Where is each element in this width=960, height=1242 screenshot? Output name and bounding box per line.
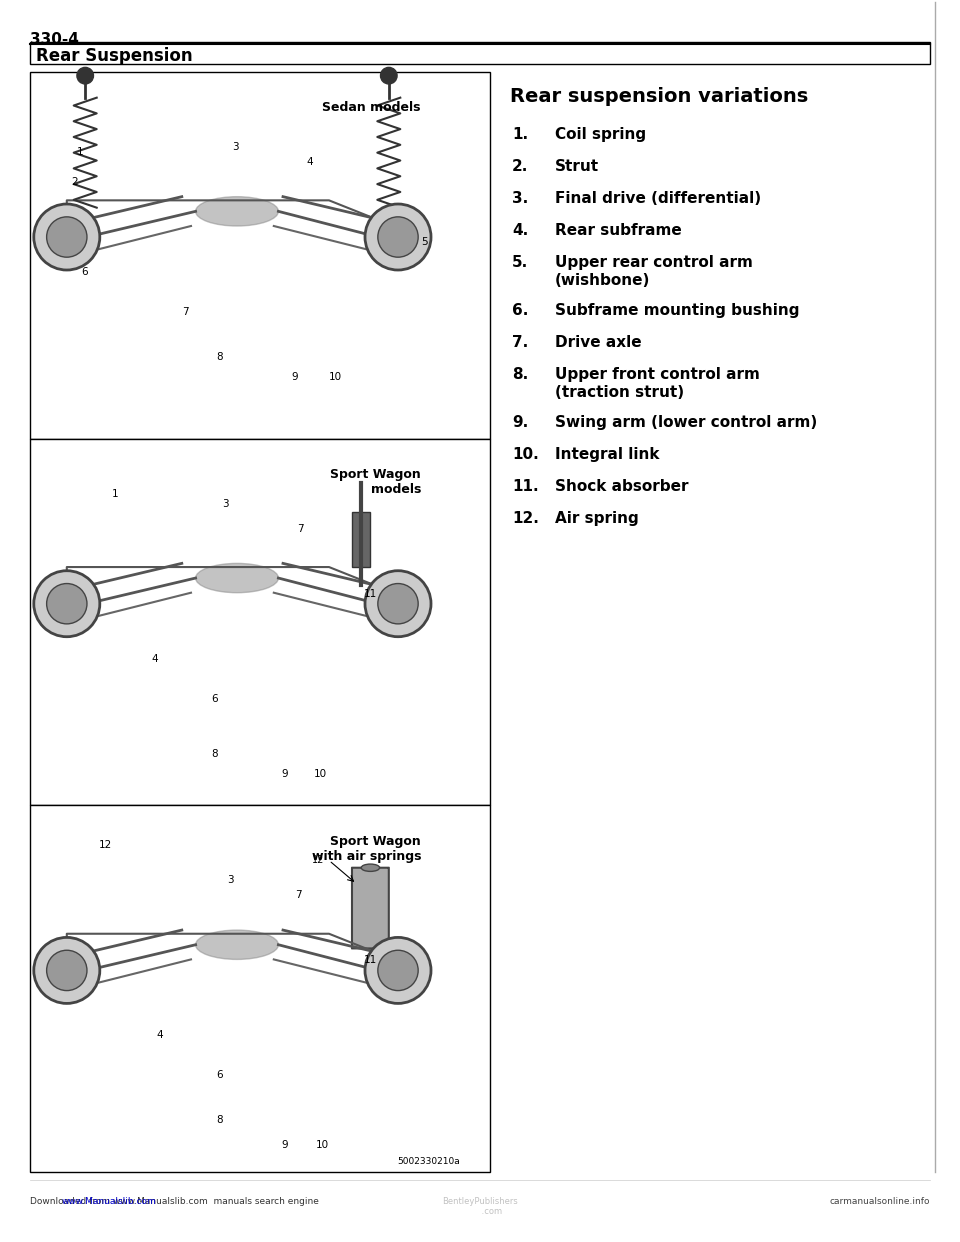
Text: 4: 4 bbox=[156, 1031, 163, 1041]
Circle shape bbox=[365, 938, 431, 1004]
Circle shape bbox=[34, 938, 100, 1004]
Text: Integral link: Integral link bbox=[555, 447, 660, 462]
Text: 11.: 11. bbox=[512, 479, 539, 494]
Text: 5: 5 bbox=[412, 965, 419, 975]
Text: Sedan models: Sedan models bbox=[323, 102, 421, 114]
Text: Strut: Strut bbox=[555, 159, 599, 174]
Text: carmanualsonline.info: carmanualsonline.info bbox=[829, 1197, 930, 1206]
Text: Rear suspension variations: Rear suspension variations bbox=[510, 87, 808, 106]
Text: www.Manualslib.com: www.Manualslib.com bbox=[62, 1197, 156, 1206]
Bar bbox=[30, 438, 490, 805]
Text: 10: 10 bbox=[328, 373, 342, 383]
Circle shape bbox=[34, 571, 100, 637]
Text: 11: 11 bbox=[364, 955, 376, 965]
Text: 12: 12 bbox=[98, 841, 111, 851]
Circle shape bbox=[365, 571, 431, 637]
Text: Subframe mounting bushing: Subframe mounting bushing bbox=[555, 303, 800, 318]
Text: 7: 7 bbox=[181, 307, 188, 317]
Text: BentleyPublishers
         .com: BentleyPublishers .com bbox=[443, 1197, 517, 1216]
Text: Swing arm (lower control arm): Swing arm (lower control arm) bbox=[555, 415, 817, 430]
Text: 4.: 4. bbox=[512, 224, 528, 238]
Ellipse shape bbox=[361, 864, 379, 872]
Circle shape bbox=[378, 950, 419, 991]
Text: 5002330210a: 5002330210a bbox=[397, 1158, 460, 1166]
Text: 6: 6 bbox=[217, 1071, 224, 1081]
Text: 3.: 3. bbox=[512, 191, 528, 206]
Text: 7.: 7. bbox=[512, 335, 528, 350]
Text: 7: 7 bbox=[295, 891, 301, 900]
Bar bbox=[30, 805, 490, 1172]
Text: 2.: 2. bbox=[512, 159, 528, 174]
Circle shape bbox=[380, 67, 397, 84]
Text: 12: 12 bbox=[312, 856, 324, 866]
Text: 6.: 6. bbox=[512, 303, 528, 318]
Text: Shock absorber: Shock absorber bbox=[555, 479, 688, 494]
Text: 9: 9 bbox=[292, 373, 299, 383]
Text: 4: 4 bbox=[306, 156, 313, 166]
Circle shape bbox=[378, 217, 419, 257]
Text: 2: 2 bbox=[72, 178, 79, 188]
Circle shape bbox=[365, 204, 431, 270]
Text: (wishbone): (wishbone) bbox=[555, 273, 650, 288]
Text: 1: 1 bbox=[111, 488, 118, 499]
Text: 6: 6 bbox=[212, 694, 218, 704]
Circle shape bbox=[47, 950, 87, 991]
Circle shape bbox=[47, 217, 87, 257]
Text: Rear Suspension: Rear Suspension bbox=[36, 47, 193, 65]
Text: 3: 3 bbox=[231, 142, 238, 152]
Text: Downloaded from www.Manualslib.com  manuals search engine: Downloaded from www.Manualslib.com manua… bbox=[30, 1197, 319, 1206]
Text: Sport Wagon
models: Sport Wagon models bbox=[330, 468, 421, 496]
Text: 12.: 12. bbox=[512, 510, 539, 527]
Bar bbox=[30, 72, 490, 438]
Text: 10: 10 bbox=[316, 1140, 328, 1150]
FancyBboxPatch shape bbox=[30, 42, 930, 65]
Text: 1.: 1. bbox=[512, 127, 528, 142]
Text: 1: 1 bbox=[77, 147, 84, 156]
Text: 9.: 9. bbox=[512, 415, 528, 430]
Text: Upper rear control arm: Upper rear control arm bbox=[555, 255, 753, 270]
Text: 9: 9 bbox=[281, 769, 288, 779]
Text: 11: 11 bbox=[364, 589, 376, 599]
Text: 3: 3 bbox=[227, 876, 233, 886]
Text: Final drive (differential): Final drive (differential) bbox=[555, 191, 761, 206]
Circle shape bbox=[47, 584, 87, 623]
Text: Upper front control arm: Upper front control arm bbox=[555, 366, 760, 383]
Text: 3: 3 bbox=[222, 499, 228, 509]
Text: 5: 5 bbox=[421, 237, 428, 247]
Bar bbox=[352, 512, 371, 568]
FancyBboxPatch shape bbox=[352, 868, 389, 949]
Ellipse shape bbox=[196, 930, 278, 959]
Ellipse shape bbox=[196, 564, 278, 592]
Circle shape bbox=[34, 204, 100, 270]
Text: 330-4: 330-4 bbox=[30, 32, 79, 47]
Text: 8.: 8. bbox=[512, 366, 528, 383]
Text: Coil spring: Coil spring bbox=[555, 127, 646, 142]
Text: 4: 4 bbox=[152, 653, 158, 663]
Text: 8: 8 bbox=[212, 749, 218, 759]
Text: 6: 6 bbox=[82, 267, 88, 277]
Text: 10: 10 bbox=[313, 769, 326, 779]
Text: Drive axle: Drive axle bbox=[555, 335, 641, 350]
Circle shape bbox=[77, 67, 93, 84]
Text: 8: 8 bbox=[217, 1115, 224, 1125]
Text: 8: 8 bbox=[217, 351, 224, 361]
Text: Air spring: Air spring bbox=[555, 510, 638, 527]
Text: Sport Wagon
with air springs: Sport Wagon with air springs bbox=[311, 835, 421, 863]
Text: 9: 9 bbox=[281, 1140, 288, 1150]
Ellipse shape bbox=[196, 196, 278, 226]
Text: 5: 5 bbox=[412, 599, 419, 609]
Text: 10.: 10. bbox=[512, 447, 539, 462]
Text: 7: 7 bbox=[297, 524, 303, 534]
Circle shape bbox=[378, 584, 419, 623]
Text: 5.: 5. bbox=[512, 255, 528, 270]
Text: Rear subframe: Rear subframe bbox=[555, 224, 682, 238]
Text: (traction strut): (traction strut) bbox=[555, 385, 684, 400]
